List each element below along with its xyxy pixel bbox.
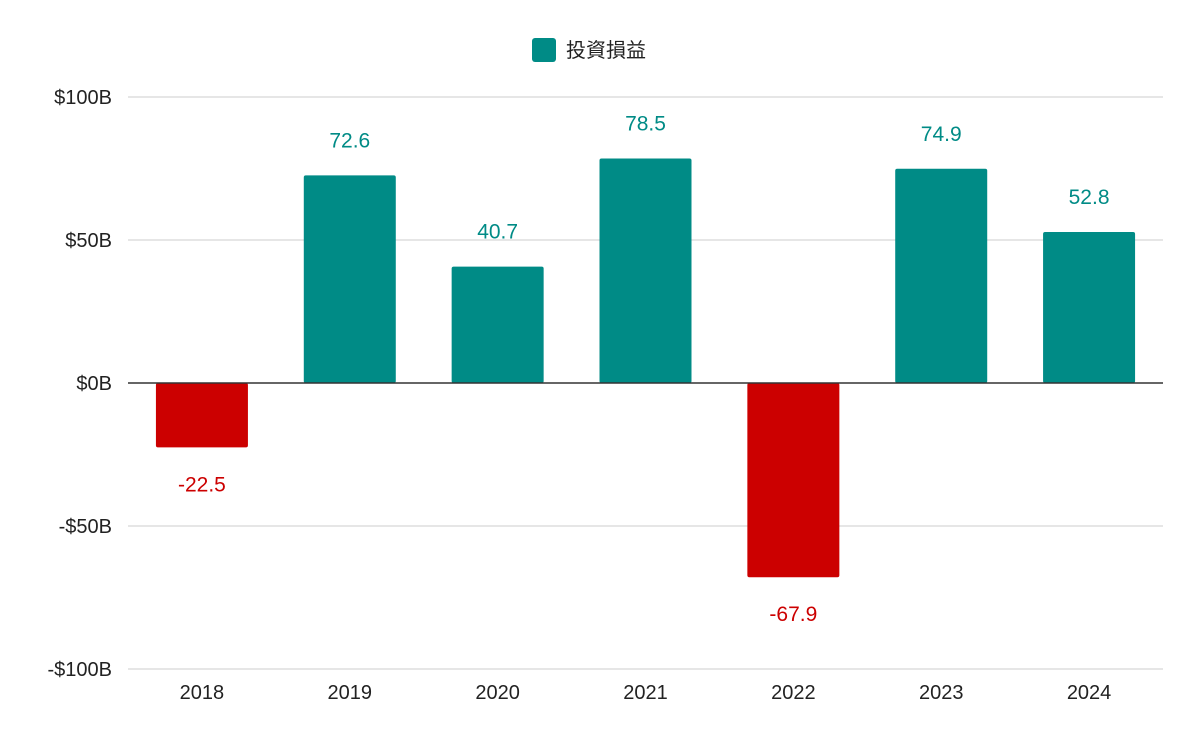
x-tick-label-2019: 2019 [328,682,373,704]
data-label-2019: 72.6 [329,129,370,152]
x-tick-label-2020: 2020 [475,682,520,704]
data-label-2024: 52.8 [1069,186,1110,209]
data-label-2022: -67.9 [769,603,817,626]
bar-2019 [303,175,396,383]
bar-2020 [451,266,544,383]
legend-swatch [532,38,556,62]
bars [155,158,1136,578]
data-labels: -22.5 72.6 40.7 78.5 -67.9 74.9 52.8 [178,112,1110,626]
y-tick-label: $100B [54,87,112,109]
x-tick-label-2023: 2023 [919,682,964,704]
bar-2022 [747,383,840,578]
y-tick-label: $0B [76,373,112,395]
legend-label: 投資損益 [566,38,646,62]
y-axis-ticks: $100B $50B $0B -$50B -$100B [48,87,113,681]
bar-2023 [895,168,988,383]
data-label-2023: 74.9 [921,123,962,146]
x-tick-label-2024: 2024 [1067,682,1112,704]
y-tick-label: $50B [65,230,112,252]
y-tick-label: -$50B [59,516,112,538]
x-tick-label-2022: 2022 [771,682,816,704]
data-label-2021: 78.5 [625,112,666,135]
x-tick-label-2021: 2021 [623,682,668,704]
gridlines [128,96,1163,670]
x-axis-ticks: 2018 2019 2020 2021 2022 2023 2024 [180,682,1112,704]
bar-2018 [155,383,248,448]
legend: 投資損益 [532,38,646,62]
y-tick-label: -$100B [48,659,113,681]
bar-2024 [1043,231,1136,383]
data-label-2018: -22.5 [178,473,226,496]
data-label-2020: 40.7 [477,221,518,244]
x-tick-label-2018: 2018 [180,682,225,704]
bar-2021 [599,158,692,383]
